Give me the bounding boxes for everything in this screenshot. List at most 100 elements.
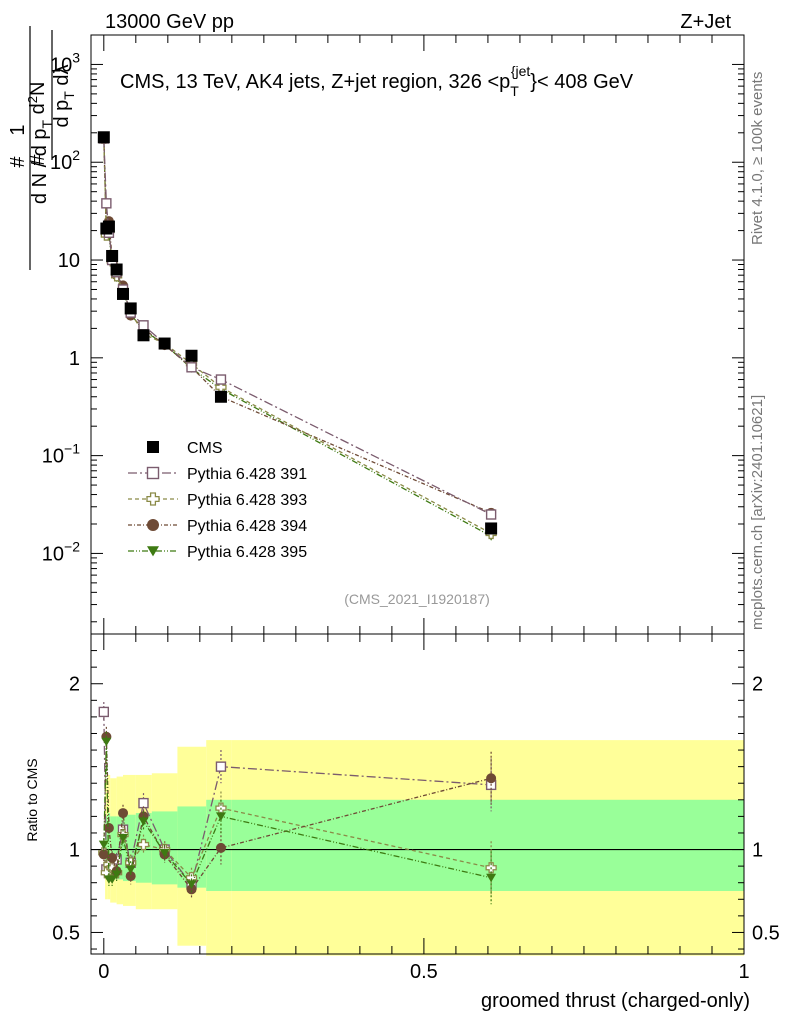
- ratio-ytick-label-right: 1: [752, 840, 763, 862]
- data-point: [215, 374, 227, 385]
- ratio-ytick-label: 0.5: [52, 922, 80, 944]
- data-point: [106, 249, 119, 262]
- ratio-point: [125, 871, 136, 882]
- legend-label: Pythia 6.428 394: [187, 518, 307, 535]
- x-ticks: 0 0.5 1: [98, 35, 750, 983]
- legend-label: CMS: [187, 440, 223, 457]
- x-axis-label: groomed thrust (charged-only): [481, 990, 750, 1012]
- legend-marker: [147, 546, 159, 557]
- band-green-9: [231, 799, 744, 891]
- ylabel-one: 1: [7, 124, 29, 135]
- data-point: [101, 198, 112, 209]
- series-line: [103, 138, 492, 516]
- main-ytick-label: 10−2: [42, 538, 80, 565]
- main-ytick-label: 1: [69, 348, 80, 370]
- legend-marker: [147, 441, 159, 453]
- data-point: [102, 220, 115, 233]
- ratio-line: [103, 807, 492, 879]
- legend-label: Pythia 6.428 391: [187, 466, 307, 483]
- rivet-label: Rivet 4.1.0, ≥ 100k events: [749, 72, 766, 245]
- ratio-ylabel: Ratio to CMS: [24, 758, 40, 841]
- ratio-point: [101, 737, 112, 747]
- main-y-ticks: 10−2 10−1 1 10 102 103: [42, 34, 744, 623]
- ylabel-d2n: d2N: [25, 82, 49, 115]
- main-series: [97, 131, 498, 541]
- data-point: [186, 362, 197, 373]
- legend-entry: Pythia 6.428 395: [128, 544, 307, 561]
- data-point: [214, 390, 227, 403]
- main-series-pythia-6-428-391: [98, 133, 497, 520]
- header-left: 13000 GeV pp: [105, 11, 234, 33]
- header-right: Z+Jet: [680, 11, 731, 33]
- series-line: [103, 137, 492, 514]
- ratio-point: [107, 875, 118, 884]
- ratio-point: [98, 849, 109, 860]
- legend: CMS Pythia 6.428 391 Pythia 6.428 393 Pythi…: [128, 440, 307, 561]
- legend-label: Pythia 6.428 393: [187, 492, 307, 509]
- band-green-2: [110, 816, 117, 880]
- ratio-point: [486, 773, 497, 784]
- ratio-point: [111, 870, 122, 879]
- data-point: [185, 349, 198, 362]
- ratio-point: [186, 880, 197, 889]
- ratio-line: [103, 736, 492, 891]
- band-green-1: [107, 813, 111, 878]
- main-ytick-label: 10−1: [42, 441, 80, 468]
- main-series-pythia-6-428-394: [98, 132, 497, 518]
- chart-title: CMS, 13 TeV, AK4 jets, Z+jet region, 326…: [120, 63, 634, 99]
- data-point: [137, 329, 150, 342]
- ratio-point: [107, 852, 118, 863]
- legend-entry: Pythia 6.428 394: [128, 518, 307, 535]
- ratio-point: [98, 706, 110, 718]
- legend-marker: [147, 519, 159, 531]
- ratio-point: [215, 812, 226, 821]
- ratio-point: [138, 797, 149, 809]
- ratio-series-pythia-6-428-395: [98, 731, 497, 905]
- band-green-0: [105, 816, 108, 878]
- ratio-point: [125, 865, 136, 874]
- main-ytick-label: 10: [58, 250, 80, 272]
- ratio-point: [215, 842, 226, 853]
- ratio-point: [118, 833, 129, 843]
- ratio-series: [98, 701, 497, 905]
- data-point: [138, 320, 149, 331]
- ratio-ytick-label-right: 2: [752, 674, 763, 696]
- xtick-label: 0: [98, 961, 109, 983]
- data-point: [117, 287, 130, 300]
- legend-entry: Pythia 6.428 391: [128, 466, 307, 483]
- ylabel-frac-1: d N / d pT: [29, 119, 55, 204]
- data-point: [124, 302, 137, 315]
- main-ylabel: # d N / d pT 1 d2N # d pT dλ: [7, 26, 77, 270]
- data-point: [485, 522, 498, 535]
- ratio-point: [103, 822, 114, 833]
- main-series-cms: [97, 131, 498, 535]
- legend-entry: CMS: [147, 440, 223, 457]
- ylabel-hash: #: [27, 154, 49, 166]
- data-point: [110, 263, 123, 276]
- main-ytick-label: 103: [50, 49, 80, 76]
- ratio-point: [215, 761, 227, 772]
- ratio-point: [138, 817, 149, 826]
- ratio-y-ticks: 0.5 0.5 1 1 2 2: [52, 650, 780, 950]
- mcplots-label: mcplots.cern.ch [arXiv:2401.10621]: [749, 395, 766, 630]
- ratio-ytick-label: 1: [69, 840, 80, 862]
- data-point: [158, 337, 171, 350]
- legend-marker: [146, 466, 160, 480]
- ratio-ytick-label-right: 0.5: [752, 922, 780, 944]
- data-point: [97, 131, 110, 144]
- ratio-point: [159, 848, 170, 858]
- ylabel-numerator-1: #: [7, 156, 29, 168]
- analysis-id: (CMS_2021_I1920187): [344, 591, 490, 607]
- main-ytick-label: 102: [50, 147, 80, 174]
- xtick-label: 1: [738, 961, 749, 983]
- ratio-frame: [90, 633, 745, 955]
- ratio-ytick-label: 2: [69, 674, 80, 696]
- ratio-point: [98, 840, 109, 850]
- xtick-label: 0.5: [410, 961, 438, 983]
- legend-label: Pythia 6.428 395: [187, 544, 307, 561]
- legend-marker: [146, 492, 160, 506]
- ratio-point: [186, 884, 197, 895]
- ratio-point: [118, 808, 129, 819]
- data-point: [485, 509, 497, 520]
